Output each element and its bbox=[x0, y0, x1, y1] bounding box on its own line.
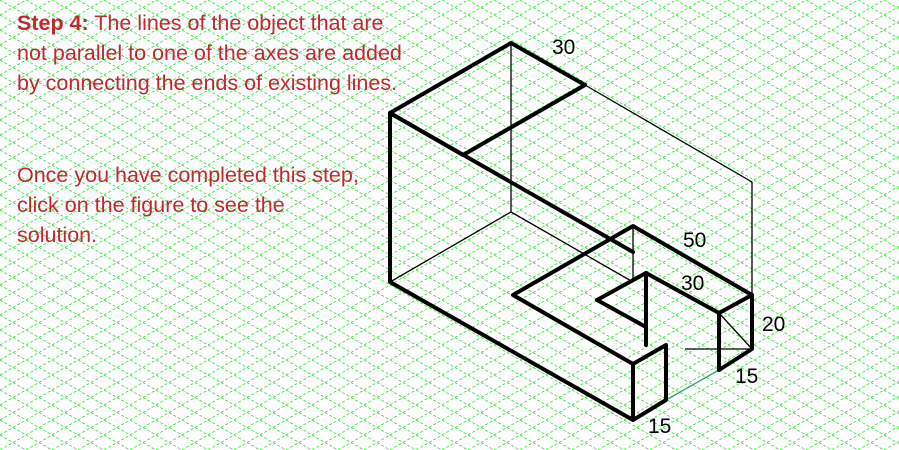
dimension-base-width: 15 bbox=[648, 415, 671, 438]
dimension-notch-depth: 30 bbox=[681, 272, 704, 295]
click-prompt: Once you have completed this step, click… bbox=[17, 163, 359, 247]
construction-lines bbox=[389, 43, 753, 350]
dimension-top: 30 bbox=[552, 36, 575, 59]
step-instruction: Step 4: The lines of the object that are… bbox=[17, 8, 407, 98]
dimension-inner-length: 50 bbox=[683, 229, 706, 252]
dimension-height: 20 bbox=[762, 313, 785, 336]
object-outline bbox=[388, 41, 754, 422]
accent-line bbox=[665, 369, 720, 401]
step-body: The lines of the object that are not par… bbox=[17, 11, 402, 95]
dimension-notch-width: 15 bbox=[735, 365, 758, 388]
step-label: Step 4: bbox=[17, 11, 89, 35]
